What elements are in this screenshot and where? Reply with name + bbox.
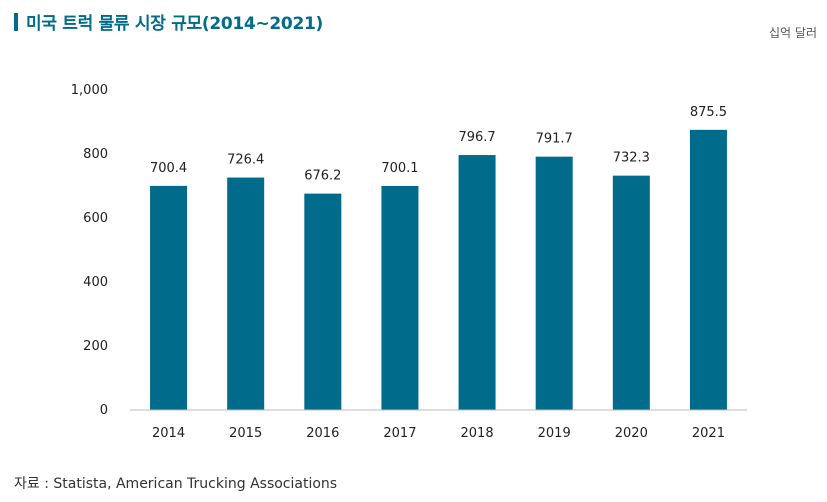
data-label: 700.1	[381, 161, 418, 176]
y-tick-label: 600	[83, 211, 108, 226]
x-tick-label: 2015	[229, 426, 262, 441]
bar-chart: 0 200 400 600 800 1,000 700.4 2014 726.4 2015 676.…	[71, 83, 747, 441]
x-tick-label: 2020	[615, 426, 648, 441]
x-tick-label: 2017	[383, 426, 416, 441]
y-tick-label: 400	[83, 275, 108, 290]
y-tick-label: 200	[83, 339, 108, 354]
title-accent-bar	[14, 13, 18, 31]
data-label: 796.7	[458, 130, 495, 145]
bar	[227, 177, 265, 410]
x-tick-label: 2021	[692, 426, 725, 441]
x-tick-label: 2014	[152, 426, 185, 441]
bar	[381, 185, 419, 410]
y-tick-label: 0	[100, 403, 108, 418]
x-tick-label: 2016	[306, 426, 339, 441]
bar	[304, 193, 342, 410]
bar	[612, 175, 650, 410]
chart-title: 미국 트럭 물류 시장 규모(2014~2021)	[26, 14, 323, 34]
data-label: 791.7	[536, 132, 573, 147]
bar	[150, 185, 188, 410]
data-label: 726.4	[227, 153, 264, 168]
data-label: 875.5	[690, 105, 727, 120]
source-note: 자료 : Statista, American Trucking Associa…	[14, 476, 338, 492]
y-tick-label: 800	[83, 147, 108, 162]
bar	[535, 156, 573, 410]
data-label: 700.4	[150, 161, 187, 176]
data-label: 676.2	[304, 169, 341, 184]
data-label: 732.3	[613, 151, 650, 166]
unit-label: 십억 달러	[769, 26, 817, 40]
x-tick-label: 2018	[461, 426, 494, 441]
y-tick-label: 1,000	[71, 83, 108, 98]
bar	[458, 155, 496, 410]
x-tick-label: 2019	[538, 426, 571, 441]
bar	[689, 129, 727, 410]
